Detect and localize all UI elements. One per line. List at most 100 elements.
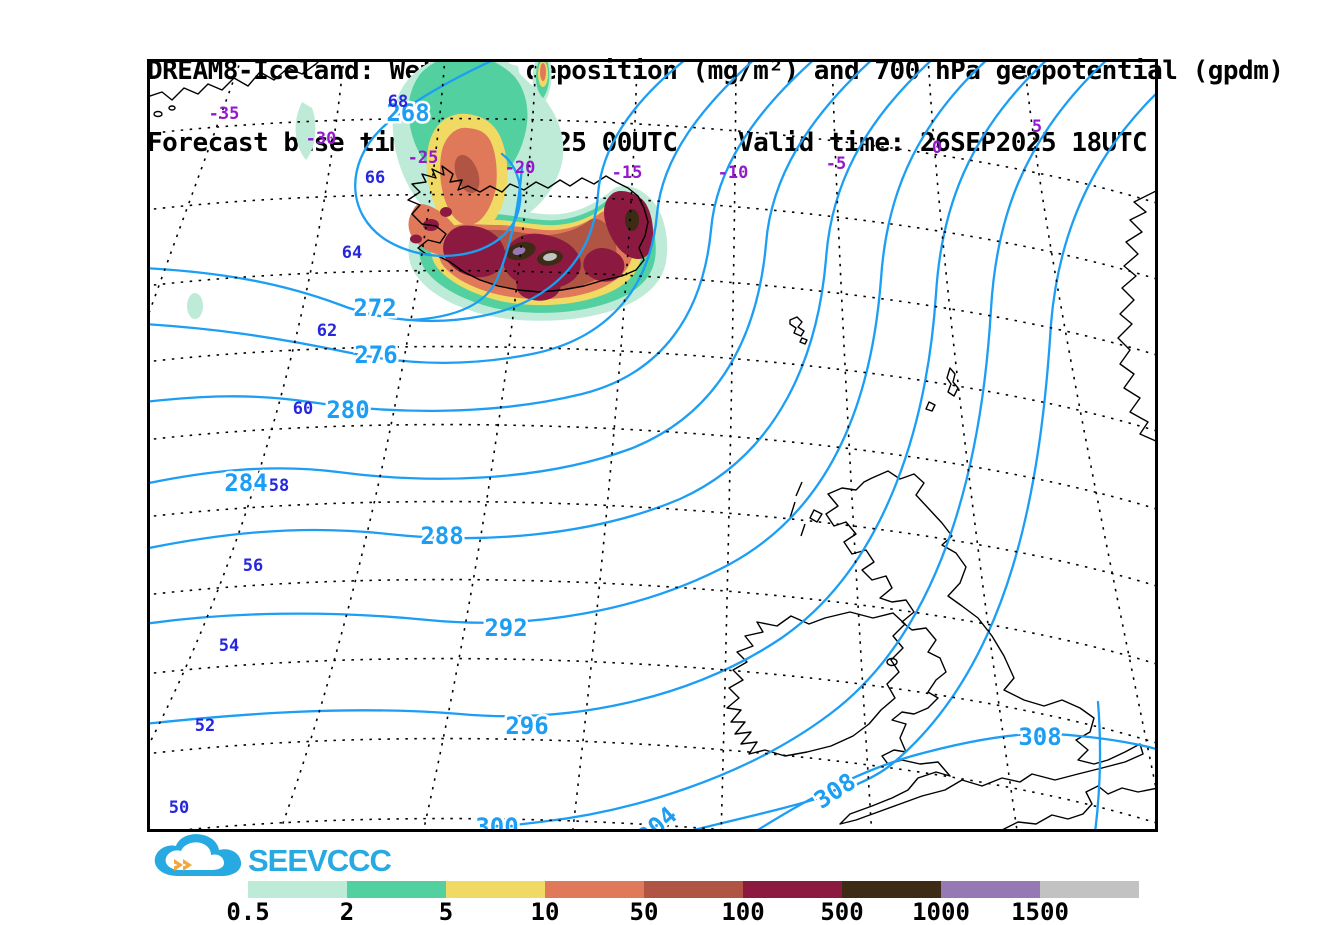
coastline-great-britain [825,470,1144,825]
coastline-orkney [925,401,936,412]
graticule-latitude-line [150,737,1155,824]
geopotential-contour-300 [473,62,1107,829]
longitude-label-5: 5 [1032,117,1042,137]
geopotential-contour-308-branch [1094,700,1102,829]
contour-label-284: 284 [224,469,267,497]
colorbar-tick: 0.5 [226,898,269,925]
colorbar-segment [1040,881,1139,898]
logo-text: SEEVCCC [248,843,391,878]
seevccc-logo: SEEVCCC [154,834,392,878]
contour-label-292: 292 [484,614,527,642]
colorbar-segment [545,881,644,898]
contour-label-276: 276 [354,341,397,369]
colorbar-tick: 2 [340,898,354,925]
latitude-label-50: 50 [169,798,189,818]
coastline-faroe-islands [799,337,808,345]
colorbar-tick: 5 [439,898,453,925]
latitude-label-56: 56 [243,556,263,576]
map-frame: 268 272 276 280 284 288 292 296 300 304 … [147,59,1158,832]
latitude-label-64: 64 [342,243,362,263]
dust-area-maroon [440,207,452,217]
graticule-latitude-line [150,193,1155,280]
chart-title: DREAM8-Iceland: Wet dust deposition (mg/… [147,56,1284,86]
coastline-hebrides [789,481,823,537]
geopotential-contour-268 [354,62,522,258]
latitude-label-54: 54 [219,636,239,656]
contour-label-296: 296 [505,712,548,740]
coastlines [150,62,1155,829]
graticule-longitude-line [150,62,345,744]
graticule-longitude-line [831,62,873,829]
colorbar-tick: 500 [820,898,863,925]
geopotential-contours [150,62,1155,829]
graticule-latitude-line [150,657,1155,744]
geopotential-contour-276 [150,62,754,365]
graticule-latitude-line [150,500,1155,587]
contour-label-308: 308 [1018,723,1061,751]
geopotential-contour-308 [757,732,1155,829]
coastline-iceland [407,165,649,293]
latitude-label-52: 52 [195,716,215,736]
longitude-label--10: -10 [718,163,749,183]
contour-label-280: 280 [326,396,369,424]
dust-area-brown [625,209,639,231]
deposition-colorbar: 0.5 2 5 10 50 100 500 1000 1500 [226,881,1139,925]
map-canvas: 268 272 276 280 284 288 292 296 300 304 … [150,62,1155,829]
latitude-label-60: 60 [293,399,313,419]
contour-label-308: 308 [809,767,861,814]
latitude-label-66: 66 [365,168,385,188]
logo-cloud-inner [165,842,224,870]
contour-label-288: 288 [420,522,463,550]
graticule-latitude-line [150,117,1155,204]
geopotential-contour-272 [150,62,685,323]
contour-label-268: 268 [386,99,429,127]
colorbar-tick: 100 [721,898,764,925]
geopotential-contour-304 [692,93,1155,829]
colorbar-segment [248,881,347,898]
colorbar-segment [644,881,743,898]
coastline-greenland [150,62,319,101]
contour-label-304: 304 [632,801,683,829]
colorbar-tick: 1000 [912,898,970,925]
map-labels: 268 272 276 280 284 288 292 296 300 304 … [169,92,1064,829]
colorbar-segment [743,881,842,898]
colorbar-tick: 10 [531,898,560,925]
dust-area-gray [543,253,557,261]
longitude-label-0: 0 [932,138,942,158]
colorbar-segment [842,881,941,898]
geopotential-contour-292 [150,62,987,625]
colorbar-segment [446,881,545,898]
dust-area-maroon [516,270,561,301]
geopotential-contour-296 [150,62,1047,725]
graticule [150,62,1155,829]
latitude-label-62: 62 [317,321,337,341]
geopotential-contour-284 [150,62,872,484]
longitude-label--20: -20 [505,158,536,178]
longitude-label--35: -35 [209,104,240,124]
dust-deposition-layers [187,62,668,321]
graticule-longitude-line [720,62,737,829]
coastline-greenland-islet [168,105,176,111]
graticule-longitude-line [1023,62,1155,788]
graticule-longitude-line [150,62,242,313]
coastline-faroe-islands [789,316,805,337]
longitude-label--30: -30 [306,129,337,149]
geopotential-contour-288 [150,62,932,549]
coastline-isle-of-man [886,657,898,667]
longitude-label--25: -25 [408,148,439,168]
geopotential-contour-268-tail [408,164,524,322]
latitude-label-68: 68 [388,92,408,112]
dust-area-orange [540,63,546,81]
coastline-france [1002,785,1155,829]
contour-label-300: 300 [475,813,518,829]
colorbar-ticks: 0.5 2 5 10 50 100 500 1000 1500 [226,898,1069,925]
colorbar-segment [347,881,446,898]
longitude-label--15: -15 [612,163,643,183]
logo-arrow-icon [174,859,192,871]
graticule-latitude-line [150,423,1155,510]
dust-area-maroon [410,234,422,244]
colorbar-segments [248,881,1139,898]
dust-area-mint [295,102,316,160]
colorbar-tick: 50 [630,898,659,925]
